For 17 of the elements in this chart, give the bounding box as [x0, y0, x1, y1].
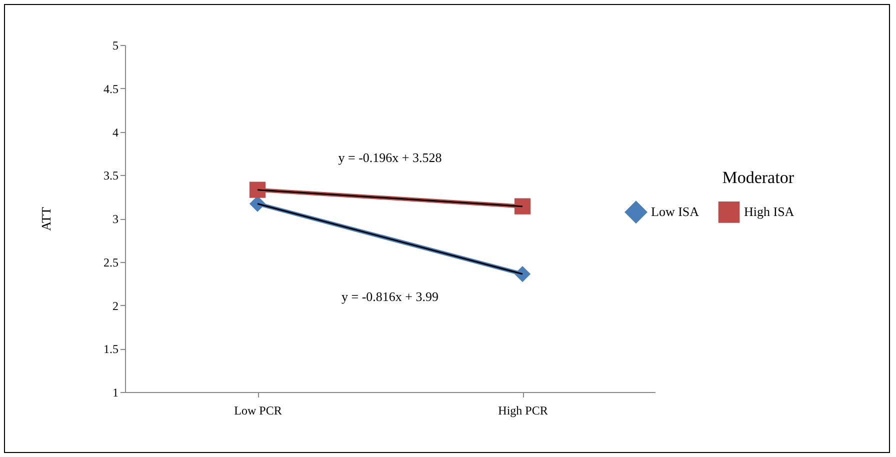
- y-tick-label: 1: [112, 386, 118, 400]
- y-tick-label: 4.5: [104, 82, 118, 96]
- y-tick-label: 3: [112, 212, 118, 226]
- x-tick-label: Low PCR: [234, 404, 282, 418]
- y-tick-label: 2.5: [104, 255, 118, 270]
- y-axis-title: ATT: [38, 207, 54, 231]
- legend-title: Moderator: [722, 168, 794, 187]
- annotation: y = -0.196x + 3.528: [338, 150, 442, 165]
- x-tick-label: High PCR: [498, 404, 548, 418]
- y-tick-label: 4: [112, 125, 118, 140]
- annotation: y = -0.816x + 3.99: [342, 289, 438, 304]
- y-tick-label: 5: [112, 38, 118, 52]
- legend-label: Low ISA: [651, 204, 700, 220]
- y-tick-label: 1.5: [104, 342, 118, 356]
- y-tick-label: 3.5: [104, 168, 118, 183]
- legend-label: High ISA: [744, 204, 795, 220]
- y-tick-label: 2: [112, 298, 118, 313]
